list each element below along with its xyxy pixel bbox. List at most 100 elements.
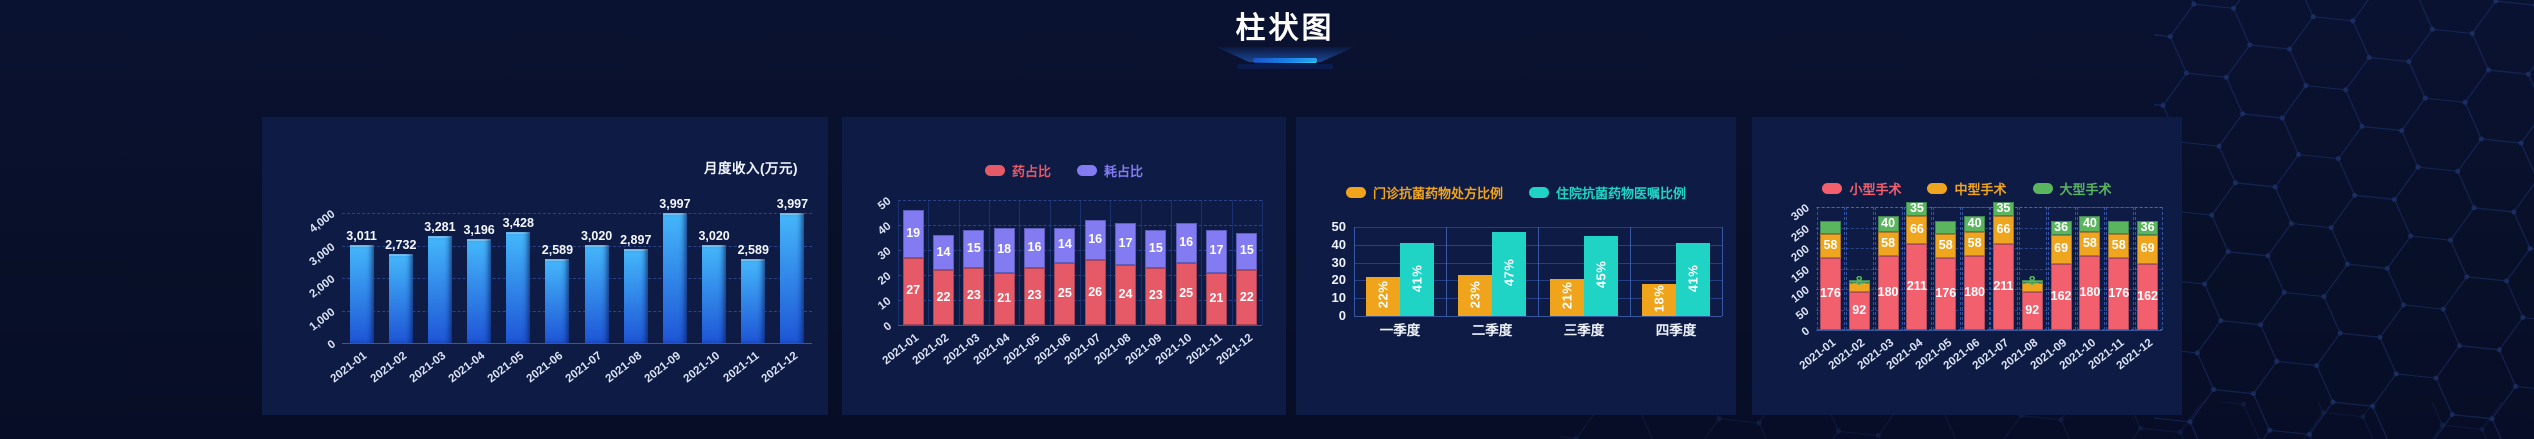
bar[interactable] [780,213,805,343]
bar[interactable] [1492,232,1526,316]
bar[interactable] [1084,220,1106,260]
bar[interactable] [1400,243,1434,316]
bar-value-label: 58 [2082,236,2097,251]
bar[interactable] [2137,235,2159,264]
bar[interactable] [1906,243,1928,330]
bar[interactable] [1584,235,1618,316]
bar[interactable] [702,244,727,343]
bar[interactable] [1819,234,1841,258]
bar[interactable] [2137,263,2159,330]
bar[interactable] [2050,263,2072,330]
bar[interactable] [584,244,609,343]
bar-value-label: 176 [2108,285,2130,300]
bar[interactable] [2079,216,2101,233]
bar[interactable] [1206,230,1227,273]
bar[interactable] [1115,222,1136,265]
bar[interactable] [933,270,954,325]
bar-value-label: 2,897 [620,232,652,247]
bar[interactable] [2108,234,2130,258]
bar[interactable] [388,254,413,343]
bar[interactable] [993,272,1015,325]
x-axis-label: 2021-03 [407,349,448,386]
legend-item[interactable]: 住院抗菌药物医嘱比例 [1529,183,1686,202]
bar[interactable] [1115,265,1136,325]
bar[interactable] [1992,202,2014,217]
bar[interactable] [1236,270,1258,325]
bar[interactable] [1175,222,1197,263]
bar[interactable] [741,258,766,343]
bar[interactable] [506,231,531,343]
gridline [1262,200,1263,325]
bar[interactable] [2108,257,2130,330]
legend-item[interactable]: 门诊抗菌药物处方比例 [1345,183,1503,202]
bar[interactable] [1992,216,2014,244]
bar[interactable] [2021,283,2043,293]
bar[interactable] [1054,227,1076,263]
bar[interactable] [1642,283,1676,316]
bar[interactable] [1935,221,1957,235]
bar-value-label: 211 [1906,278,1927,293]
bar[interactable] [2021,292,2043,330]
bar[interactable] [427,236,452,343]
bar[interactable] [623,248,648,343]
bar[interactable] [1054,262,1076,325]
bar[interactable] [349,245,374,343]
bar[interactable] [1236,232,1258,270]
bar[interactable] [1145,230,1167,268]
bar[interactable] [1848,283,1870,293]
bar[interactable] [1848,280,1870,284]
bar[interactable] [1935,257,1957,330]
bar[interactable] [1458,275,1492,316]
bar[interactable] [1175,262,1197,325]
bar[interactable] [1819,257,1841,330]
bar[interactable] [1906,216,1928,244]
bar[interactable] [1848,292,1870,330]
legend-item[interactable]: 小型手术 [1822,179,1901,198]
bar[interactable] [1877,256,1899,330]
bar[interactable] [1906,202,1928,217]
bar[interactable] [902,257,924,325]
legend-item[interactable]: 耗占比 [1077,161,1143,180]
bar[interactable] [1024,267,1045,325]
legend-item[interactable]: 药占比 [984,161,1051,180]
bar[interactable] [933,235,954,270]
bar[interactable] [2021,280,2043,284]
bar[interactable] [1992,243,2014,330]
bar-value-label: 15 [966,240,981,255]
bar[interactable] [1877,216,1899,233]
bar[interactable] [2050,235,2072,264]
bar[interactable] [993,227,1015,273]
x-axis-label: 2021-10 [681,349,723,386]
bar[interactable] [1819,221,1841,235]
bar[interactable] [2108,221,2130,235]
bar[interactable] [2079,232,2101,257]
bar[interactable] [2050,220,2072,236]
bar[interactable] [1964,256,1986,330]
bar[interactable] [1964,232,1986,257]
bar[interactable] [2137,220,2159,236]
bar[interactable] [963,230,985,268]
bar[interactable] [2079,256,2101,330]
bar[interactable] [1676,243,1710,316]
bar-value-label: 25 [1179,285,1194,300]
bar[interactable] [545,258,570,343]
bar[interactable] [1877,232,1899,257]
bar[interactable] [1206,272,1227,325]
bar[interactable] [1145,267,1167,325]
bar[interactable] [1550,278,1584,316]
x-axis-label: 2021-04 [446,349,488,386]
legend-item[interactable]: 大型手术 [2032,179,2112,198]
bar[interactable] [467,239,492,343]
bar[interactable] [1964,216,1986,233]
bar[interactable] [963,267,985,325]
bar[interactable] [662,213,687,343]
bar[interactable] [1024,227,1045,268]
bar[interactable] [1935,234,1957,258]
legend-item[interactable]: 中型手术 [1927,179,2007,198]
bar[interactable] [1366,276,1400,316]
bar[interactable] [902,210,924,258]
bar-value-label: 21 [1209,290,1224,305]
bar-value-label: 22 [1852,279,1867,294]
bar[interactable] [1084,260,1106,325]
bar-value-label: 41% [1685,264,1701,292]
